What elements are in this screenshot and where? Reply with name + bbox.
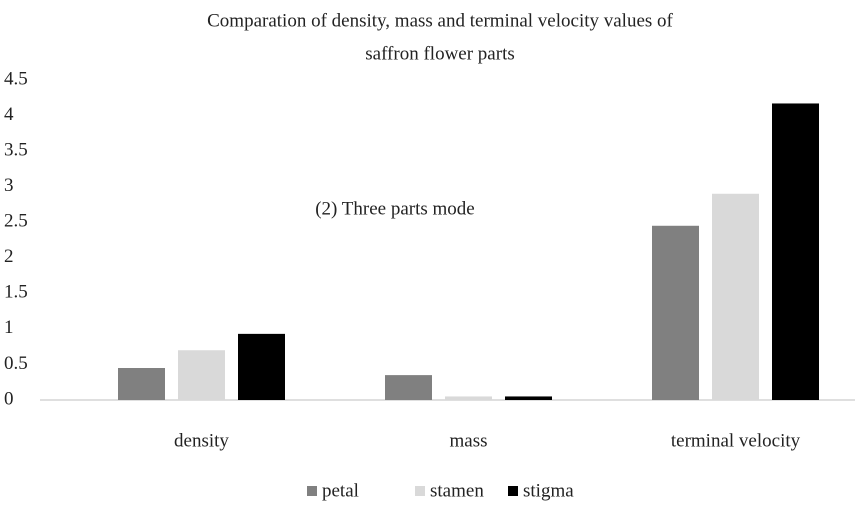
bar: [385, 375, 432, 400]
y-tick-label: 2: [4, 246, 14, 267]
x-tick-label: density: [174, 430, 229, 451]
legend-label: stigma: [523, 480, 574, 501]
y-tick-label: 2.5: [4, 211, 28, 232]
bar: [652, 225, 699, 400]
bar: [772, 103, 819, 400]
y-tick-label: 4.5: [4, 68, 28, 89]
y-tick-label: 3: [4, 175, 14, 196]
x-tick-label: terminal velocity: [671, 430, 801, 451]
y-tick-label: 3.5: [4, 139, 28, 160]
chart-title: saffron flower parts: [365, 43, 515, 64]
y-tick-label: 4: [4, 104, 14, 125]
y-tick-label: 1.5: [4, 282, 28, 303]
y-tick-label: 0.5: [4, 353, 28, 374]
legend-label: stamen: [430, 480, 484, 501]
chart-title: Comparation of density, mass and termina…: [207, 10, 673, 31]
y-tick-label: 0: [4, 388, 14, 409]
bar: [445, 396, 492, 400]
y-tick-label: 1: [4, 317, 14, 338]
x-tick-label: mass: [450, 430, 488, 451]
bar: [505, 396, 552, 400]
legend-swatch: [307, 486, 317, 496]
legend-swatch: [415, 486, 425, 496]
bar: [178, 350, 225, 400]
bar: [238, 333, 285, 400]
bar: [712, 193, 759, 400]
annotation: (2) Three parts mode: [315, 198, 475, 219]
legend-swatch: [508, 486, 518, 496]
legend-label: petal: [322, 480, 359, 501]
bar: [118, 368, 165, 400]
